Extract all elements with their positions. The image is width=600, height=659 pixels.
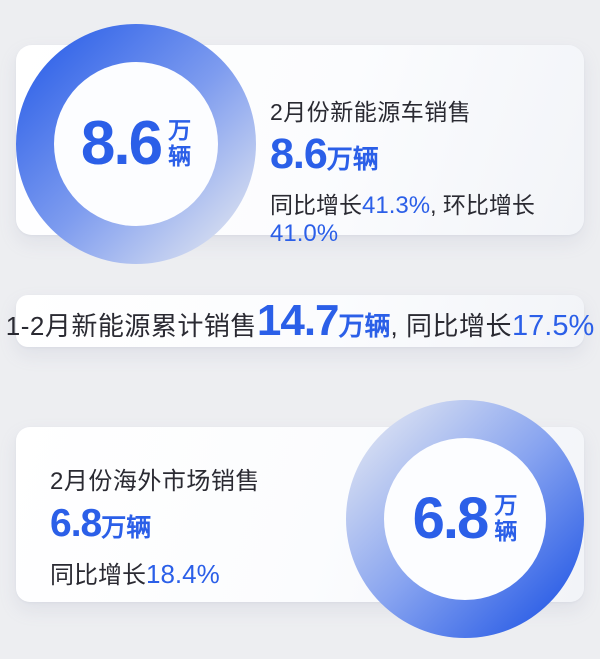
nev-yoy-label: 同比增长 — [270, 192, 362, 218]
nev-mom-label: 环比增长 — [442, 192, 535, 218]
cumulative-banner-card: 1-2月新能源累计销售14.7万辆, 同比增长17.5% — [6, 295, 594, 347]
cumulative-label: 1-2月新能源累计销售 — [5, 311, 257, 341]
overseas-sales-growth-line: 同比增长18.4% — [50, 555, 260, 590]
comma-separator: , — [390, 311, 406, 341]
overseas-sales-donut-ring: 6.8 万 辆 — [346, 400, 584, 638]
cumulative-value: 14.7 — [256, 296, 340, 345]
nev-mom-value: 41.0% — [270, 220, 339, 247]
cumulative-banner-text: 1-2月新能源累计销售14.7万辆, 同比增长17.5% — [6, 299, 594, 343]
overseas-ring-unit: 万 辆 — [494, 492, 518, 545]
overseas-ring-unit-char-1: 万 — [494, 492, 518, 519]
overseas-sales-value: 6.8 — [50, 502, 102, 545]
nev-sales-text-block: 2月份新能源车销售 8.6万辆 同比增长41.3%, 环比增长 41.0% — [270, 93, 600, 248]
overseas-sales-unit: 万辆 — [101, 514, 152, 542]
overseas-sales-title: 2月份海外市场销售 — [50, 468, 260, 495]
nev-sales-value-line: 8.6万辆 — [270, 133, 600, 176]
overseas-yoy-value: 18.4% — [146, 559, 220, 589]
comma-separator: , — [430, 192, 443, 218]
nev-sales-title: 2月份新能源车销售 — [270, 99, 472, 125]
nev-sales-value: 8.6 — [270, 130, 328, 178]
overseas-ring-content: 6.8 万 辆 — [413, 490, 518, 548]
nev-sales-donut-ring: 8.6 万 辆 — [16, 24, 256, 264]
overseas-sales-text-block: 2月份海外市场销售 6.8万辆 同比增长18.4% — [50, 461, 260, 590]
cumulative-yoy-value: 17.5% — [512, 310, 595, 342]
nev-ring-unit: 万 辆 — [168, 117, 192, 170]
nev-ring-value: 8.6 — [80, 109, 163, 178]
overseas-sales-value-line: 6.8万辆 — [50, 504, 260, 543]
cumulative-yoy-label: 同比增长 — [405, 311, 512, 341]
nev-ring-unit-char-2: 辆 — [168, 143, 192, 169]
overseas-yoy-label: 同比增长 — [50, 562, 146, 589]
nev-sales-unit: 万辆 — [326, 144, 379, 174]
overseas-ring-unit-char-2: 辆 — [494, 518, 518, 544]
nev-ring-unit-char-1: 万 — [168, 117, 192, 144]
overseas-ring-value: 6.8 — [412, 486, 490, 551]
cumulative-unit: 万辆 — [338, 311, 391, 341]
nev-yoy-value: 41.3% — [362, 192, 431, 219]
nev-ring-content: 8.6 万 辆 — [81, 113, 191, 175]
nev-sales-growth-line: 同比增长41.3%, 环比增长 41.0% — [270, 186, 600, 248]
